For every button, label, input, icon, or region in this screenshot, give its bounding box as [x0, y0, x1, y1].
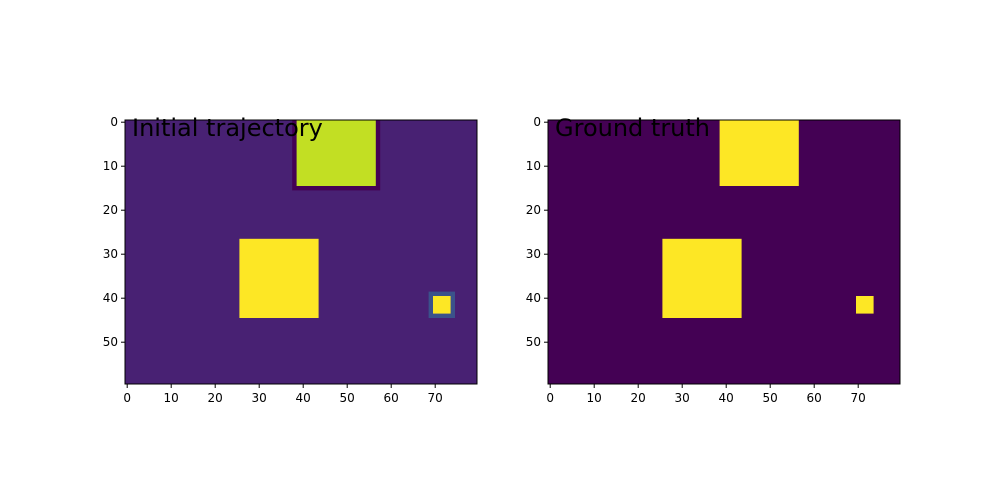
axes-frame	[547, 119, 901, 385]
heatmap-image	[125, 120, 477, 384]
x-tick-label: 50	[763, 391, 778, 405]
x-tick-label: 30	[252, 391, 267, 405]
axes-frame	[124, 119, 478, 385]
y-tick-label: 40	[103, 291, 118, 305]
panel-title: Ground truth	[555, 114, 710, 142]
x-tick-label: 40	[296, 391, 311, 405]
y-tick-label: 30	[526, 247, 541, 261]
heatmap-cell-block	[433, 296, 451, 314]
x-tick-label: 0	[546, 391, 554, 405]
x-tick-label: 10	[587, 391, 602, 405]
y-tick-label: 0	[110, 115, 118, 129]
x-tick-label: 30	[675, 391, 690, 405]
x-tick-label: 0	[123, 391, 131, 405]
heatmap-image	[548, 120, 900, 384]
y-tick-label: 10	[526, 159, 541, 173]
y-tick-label: 10	[103, 159, 118, 173]
y-tick-label: 20	[103, 203, 118, 217]
x-tick-label: 20	[631, 391, 646, 405]
panel-initial-trajectory: 0 10 20 30 40 50 60 70 0 10 20 30 40 50 Initial trajec…	[103, 114, 478, 405]
panel-ground-truth: 0 10 20 30 40 50 60 70 0 10 20 30 40 50 Ground truth	[526, 114, 901, 405]
x-tick-label: 50	[340, 391, 355, 405]
y-tick-label: 50	[526, 335, 541, 349]
y-tick-label: 30	[103, 247, 118, 261]
y-tick-label: 20	[526, 203, 541, 217]
heatmap-cell-block	[296, 120, 376, 186]
x-tick-label: 40	[719, 391, 734, 405]
y-tick-label: 40	[526, 291, 541, 305]
x-tick-label: 60	[807, 391, 822, 405]
y-tick-label: 50	[103, 335, 118, 349]
heatmap-cell-block	[719, 120, 799, 186]
y-tick-label: 0	[533, 115, 541, 129]
x-tick-label: 70	[851, 391, 866, 405]
x-tick-label: 60	[384, 391, 399, 405]
heatmap-cell-block	[856, 296, 874, 314]
heatmap-cell-block	[662, 238, 742, 318]
x-tick-label: 10	[164, 391, 179, 405]
heatmap-cell-block	[239, 238, 319, 318]
panel-title: Initial trajectory	[132, 114, 323, 142]
x-tick-label: 20	[208, 391, 223, 405]
x-tick-label: 70	[428, 391, 443, 405]
